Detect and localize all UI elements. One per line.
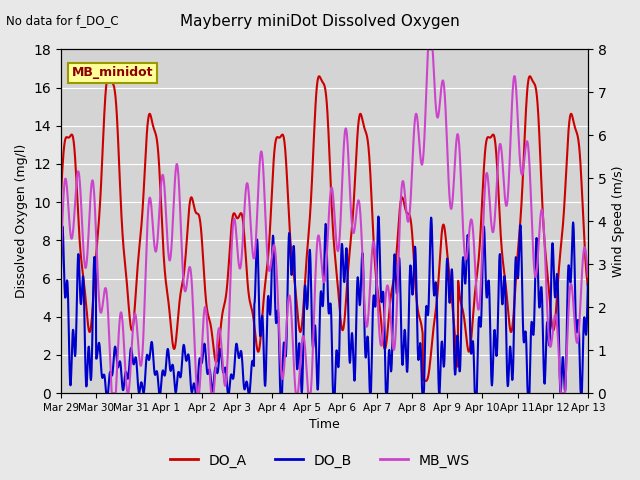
Text: Mayberry miniDot Dissolved Oxygen: Mayberry miniDot Dissolved Oxygen (180, 14, 460, 29)
MB_WS (424, 47, 432, 52)
Y-axis label: Wind Speed (m/s): Wind Speed (m/s) (612, 166, 625, 277)
MB_WS (357, 225, 365, 230)
DO_B (102, 390, 110, 396)
Text: No data for f_DO_C: No data for f_DO_C (6, 14, 119, 27)
MB_WS (281, 353, 289, 359)
X-axis label: Time: Time (309, 419, 340, 432)
MB_WS (108, 390, 116, 396)
DO_A (57, 192, 65, 197)
DO_B (98, 372, 106, 378)
Line: DO_B: DO_B (61, 216, 588, 393)
DO_A (98, 166, 106, 172)
MB_WS (292, 390, 300, 396)
Y-axis label: Dissolved Oxygen (mg/l): Dissolved Oxygen (mg/l) (15, 144, 28, 299)
Line: MB_WS: MB_WS (61, 49, 588, 393)
Line: DO_A: DO_A (61, 76, 588, 381)
Text: MB_minidot: MB_minidot (72, 67, 153, 80)
DO_B (281, 348, 289, 353)
DO_B (292, 323, 300, 329)
MB_WS (120, 335, 127, 341)
DO_B (120, 386, 127, 392)
DO_A (301, 280, 308, 286)
DO_A (292, 287, 300, 292)
DO_B (57, 265, 65, 271)
MB_WS (584, 274, 592, 279)
MB_WS (98, 308, 106, 313)
DO_A (120, 241, 127, 247)
DO_B (357, 276, 365, 281)
DO_B (374, 214, 382, 219)
DO_A (526, 73, 534, 79)
DO_A (584, 283, 592, 289)
MB_WS (301, 348, 309, 354)
DO_B (301, 283, 309, 288)
DO_A (281, 140, 289, 145)
DO_A (357, 111, 365, 117)
DO_A (422, 378, 429, 384)
DO_B (584, 281, 592, 287)
Legend: DO_A, DO_B, MB_WS: DO_A, DO_B, MB_WS (164, 448, 476, 473)
MB_WS (57, 257, 65, 263)
